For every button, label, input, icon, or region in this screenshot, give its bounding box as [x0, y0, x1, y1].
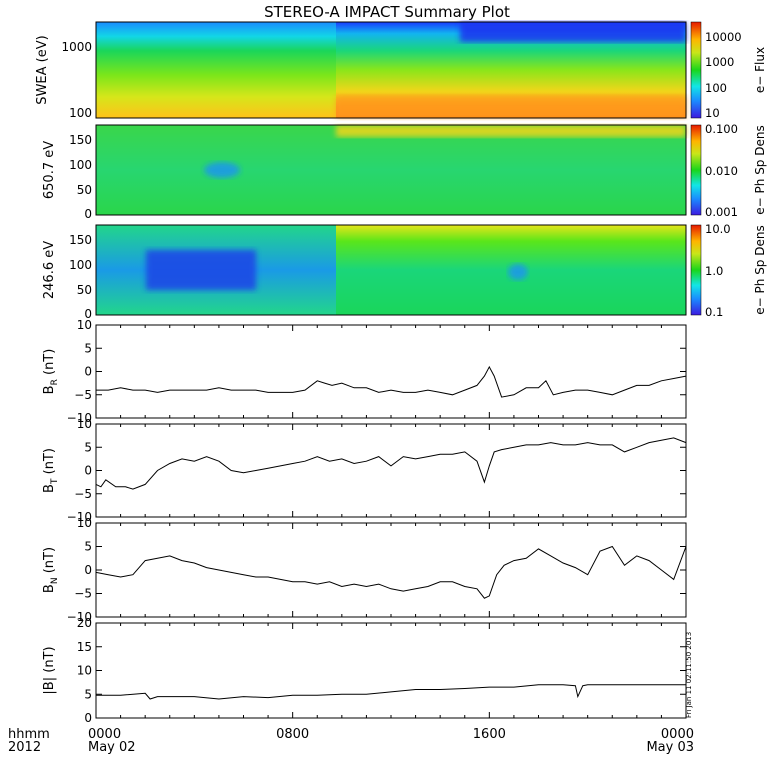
br-frame — [95, 324, 687, 419]
pad650-ytick-50: 50 — [77, 183, 92, 197]
pad246-ytick-150: 150 — [69, 233, 92, 247]
pad650-ytick-150: 150 — [69, 133, 92, 147]
swea-colorbar — [690, 21, 702, 119]
bt-ylabel: BT (nT) — [42, 448, 60, 493]
br-series-line — [96, 365, 687, 398]
br-ytick: −10 — [67, 411, 92, 425]
bn-series-line — [95, 545, 687, 599]
pad650-ytick-0: 0 — [84, 207, 92, 221]
pad246-colorbar-tick-0.1: 0.1 — [705, 305, 723, 319]
pad650-heatmap-top-strip — [336, 125, 686, 137]
bmag-ytick: 10 — [77, 664, 92, 678]
time-tick-label: 0000 — [88, 727, 121, 742]
br-ytick: 0 — [84, 365, 92, 379]
bn-ytick: 10 — [77, 516, 92, 530]
pad246-colorbar-tick-1.0: 1.0 — [705, 264, 723, 278]
bmag-ytick: 5 — [84, 687, 92, 701]
pad650-heatmap-panel: 650.7 eV 150 100 50 0 — [42, 124, 687, 221]
plot-title: STEREO-A IMPACT Summary Plot — [264, 3, 510, 21]
swea-heatmap-base-early — [96, 22, 336, 118]
swea-ytick-100: 100 — [69, 106, 92, 120]
bt-ytick: 10 — [77, 417, 92, 431]
swea-colorbar-tick-10: 10 — [705, 106, 720, 120]
pad650-ytick-100: 100 — [69, 158, 92, 172]
time-date-label: May 02 — [88, 740, 136, 755]
footer-year: 2012 — [8, 740, 41, 755]
pad246-heatmap-spot — [508, 264, 528, 280]
swea-colorbar-tick-100: 100 — [705, 81, 727, 95]
pad246-colorbar-tick-10.0: 10.0 — [705, 222, 731, 236]
pad246-heatmap-panel: 246.6 eV 150 100 50 0 — [42, 224, 687, 321]
br-ytick: 5 — [84, 341, 92, 355]
timestamp-text: Fri Jan 11 02:11:50 2013 — [685, 632, 693, 718]
swea-heatmap-dark-band — [460, 22, 686, 42]
bmag-frame — [95, 622, 687, 719]
pad650-ylabel: 650.7 eV — [42, 141, 57, 199]
time-date-label: May 03 — [646, 740, 694, 755]
swea-colorbar-label: e− Flux — [753, 47, 767, 93]
bn-ytick: 0 — [84, 563, 92, 577]
bn-ytick: −5 — [74, 587, 92, 601]
swea-heatmap-panel: SWEA (eV) 1000 100 — [35, 21, 687, 120]
bmag-ylabel: |B| (nT) — [42, 646, 57, 694]
br-ylabel: BR (nT) — [42, 349, 60, 395]
pad246-colorbar-label: e− Ph Sp Dens — [753, 225, 767, 314]
bmag-series-line — [96, 684, 686, 700]
swea-colorbar-tick-1000: 1000 — [705, 55, 734, 69]
pad650-colorbar-label: e− Ph Sp Dens — [753, 125, 767, 214]
br-ytick: −5 — [74, 388, 92, 402]
bn-ytick: −10 — [67, 610, 92, 624]
bmag-ytick: 20 — [77, 616, 92, 630]
bmag-ytick: 0 — [84, 711, 92, 725]
swea-heatmap-frame — [95, 21, 687, 119]
br-panel: 10 5 0 −5 −10 BR (nT) — [42, 318, 687, 425]
bmag-ytick: 15 — [77, 640, 92, 654]
pad246-colorbar — [690, 224, 702, 316]
pad650-colorbar — [690, 124, 702, 216]
pad650-heatmap-blue-spot — [204, 162, 240, 178]
br-ytick: 10 — [77, 318, 92, 332]
time-tick-label: 1600 — [473, 727, 506, 742]
bt-panel: 10 5 0 −5 −10 BT (nT) — [42, 417, 687, 524]
footer-hhmm: hhmm — [8, 727, 50, 742]
pad650-colorbar-tick-0.001: 0.001 — [705, 205, 738, 219]
bt-series-line — [95, 437, 687, 490]
time-tick-label: 0800 — [276, 727, 309, 742]
bt-ytick: 5 — [84, 440, 92, 454]
pad246-ylabel: 246.6 eV — [42, 241, 57, 299]
bt-ytick: 0 — [84, 464, 92, 478]
bt-ytick: −5 — [74, 487, 92, 501]
swea-colorbar-tick-10000: 10000 — [705, 30, 742, 44]
swea-ylabel: SWEA (eV) — [35, 35, 50, 104]
pad650-colorbar-tick-0.100: 0.100 — [705, 122, 738, 136]
swea-heatmap-high-flux-band — [336, 96, 686, 118]
bmag-panel: 20 15 10 5 0 |B| (nT) — [42, 616, 687, 725]
pad246-ytick-0: 0 — [84, 307, 92, 321]
bt-ytick: −10 — [67, 510, 92, 524]
bn-ylabel: BN (nT) — [42, 547, 60, 593]
pad246-ytick-100: 100 — [69, 258, 92, 272]
pad246-heatmap-frame — [95, 224, 687, 316]
colorbars: 10000 1000 100 10 e− Flux 0.100 0.010 0.… — [690, 21, 767, 319]
pad650-heatmap-base — [96, 125, 686, 215]
bn-frame — [95, 522, 687, 618]
magnetic-field-line-panels: 10 5 0 −5 −10 BR (nT) 10 5 0 −5 −10 BT (nT) 10 5 0 −5 −1… — [42, 318, 687, 725]
pad650-colorbar-tick-0.010: 0.010 — [705, 164, 738, 178]
pad246-ytick-50: 50 — [77, 283, 92, 297]
pad650-heatmap-frame — [95, 124, 687, 216]
bt-frame — [95, 423, 687, 518]
pad246-heatmap-dark-region — [146, 250, 256, 290]
time-tick-label: 0000 — [661, 727, 694, 742]
swea-ytick-1000: 1000 — [61, 40, 92, 54]
bn-panel: 10 5 0 −5 −10 BN (nT) — [42, 516, 687, 624]
bn-ytick: 5 — [84, 540, 92, 554]
